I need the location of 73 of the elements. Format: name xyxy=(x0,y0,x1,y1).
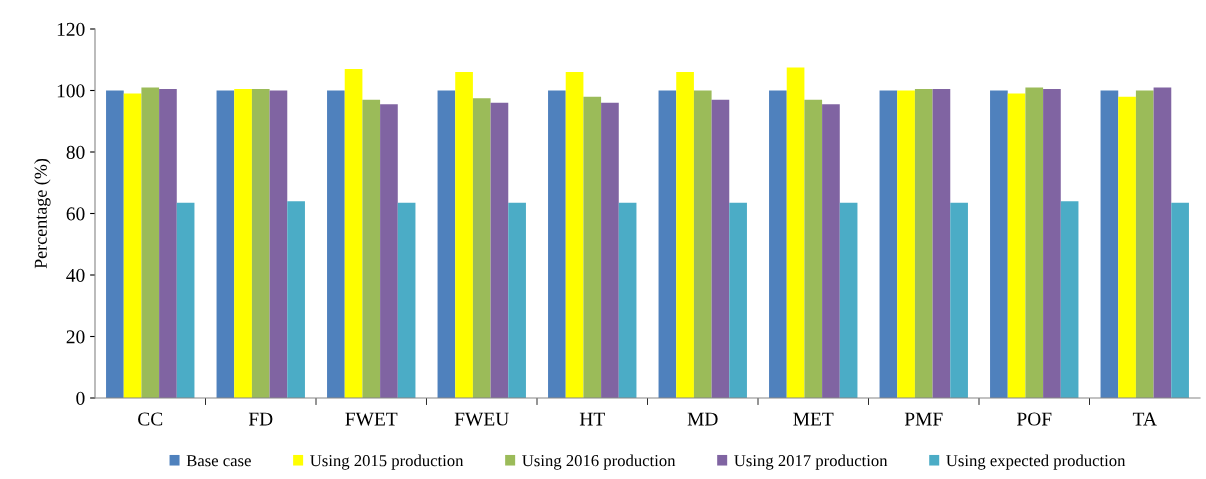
bar xyxy=(822,104,840,398)
bar xyxy=(804,99,823,398)
bar xyxy=(548,90,566,398)
x-tick-label: MET xyxy=(793,412,834,426)
bar xyxy=(1060,201,1079,398)
y-tick-label: 0 xyxy=(76,391,85,405)
bar xyxy=(176,202,195,398)
legend-label: Using 2015 production xyxy=(310,454,464,470)
x-tick-label: POF xyxy=(1016,412,1052,426)
x-tick-label: FWEU xyxy=(454,412,509,426)
bar xyxy=(397,202,416,398)
x-tick-label: MD xyxy=(687,412,718,426)
bar xyxy=(676,72,694,398)
bar xyxy=(601,102,619,398)
bar xyxy=(583,96,602,398)
bar xyxy=(1043,88,1061,398)
bar xyxy=(786,67,805,398)
x-tick-label: TA xyxy=(1132,412,1157,426)
bar xyxy=(508,202,526,398)
bar xyxy=(711,99,730,398)
bar xyxy=(472,98,491,398)
bar xyxy=(990,90,1008,398)
bar xyxy=(1171,202,1189,398)
y-tick-label: 80 xyxy=(66,145,85,159)
bar xyxy=(1135,90,1154,398)
bar xyxy=(269,90,288,398)
bar xyxy=(327,90,345,398)
bar xyxy=(1025,87,1044,398)
bar xyxy=(362,99,381,398)
bar xyxy=(141,87,160,398)
bar xyxy=(932,88,951,398)
bar xyxy=(1153,87,1172,398)
bar xyxy=(455,72,473,398)
y-tick-label: 120 xyxy=(57,22,85,36)
bar xyxy=(693,90,712,398)
bar xyxy=(159,88,177,398)
y-tick-label: 100 xyxy=(57,84,85,98)
bar xyxy=(618,202,637,398)
bar xyxy=(950,202,968,398)
bar xyxy=(234,88,252,398)
legend-label: Base case xyxy=(186,455,251,467)
bar xyxy=(490,102,509,398)
bar xyxy=(251,88,270,398)
bar xyxy=(380,104,398,398)
legend-label: Using 2016 production xyxy=(522,454,676,470)
x-tick-label: HT xyxy=(579,412,605,426)
bar xyxy=(344,68,363,398)
bar xyxy=(1118,96,1136,398)
bar xyxy=(658,90,677,398)
x-tick-label: FWET xyxy=(345,412,398,426)
bar xyxy=(287,201,305,398)
x-tick-label: FD xyxy=(248,412,273,426)
bar xyxy=(565,72,584,398)
bar xyxy=(123,93,142,398)
bar xyxy=(897,90,915,398)
bar xyxy=(914,88,933,398)
bar xyxy=(879,90,898,398)
bar xyxy=(216,90,235,398)
bar xyxy=(437,90,456,398)
y-tick-label: 40 xyxy=(66,268,85,282)
y-tick-label: 20 xyxy=(66,330,85,344)
legend-label: Using expected production xyxy=(946,454,1126,470)
y-tick-label: 60 xyxy=(66,207,85,221)
bar xyxy=(729,202,747,398)
bar xyxy=(839,202,858,398)
x-tick-label: PMF xyxy=(904,412,943,426)
bar xyxy=(106,90,124,398)
bar xyxy=(1100,90,1119,398)
x-tick-label: CC xyxy=(138,412,163,426)
y-axis-title: Percentage (%) xyxy=(34,158,51,269)
bar xyxy=(769,90,787,398)
bar xyxy=(1007,93,1026,398)
legend-label: Using 2017 production xyxy=(734,454,888,470)
